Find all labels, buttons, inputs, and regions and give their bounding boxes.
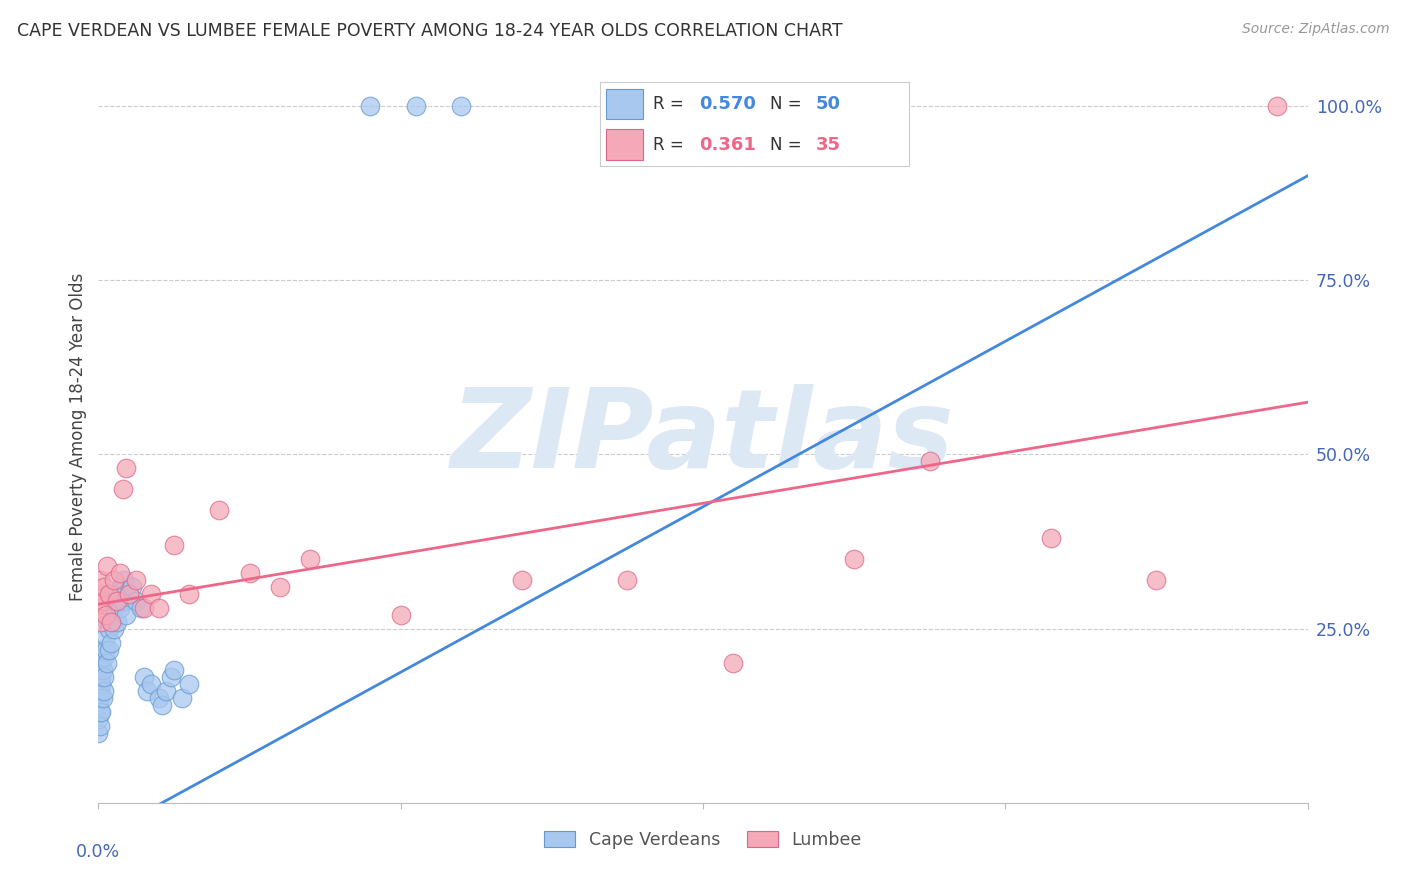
Point: [360, 99, 382, 113]
Point: [118, 587, 141, 601]
Point: [107, 587, 129, 601]
Point: [90, 657, 112, 671]
Point: [90, 670, 112, 684]
Point: [89, 573, 111, 587]
Point: [170, 691, 193, 706]
Point: [510, 573, 533, 587]
Point: [91, 664, 114, 678]
Point: [179, 587, 201, 601]
Point: [160, 670, 183, 684]
Point: [150, 698, 173, 713]
Point: [94, 607, 117, 622]
Point: [89, 705, 111, 719]
Point: [918, 454, 941, 468]
Point: [132, 670, 155, 684]
Point: [112, 573, 135, 587]
Point: [148, 600, 170, 615]
Point: [208, 503, 231, 517]
Point: [148, 691, 170, 706]
Point: [100, 615, 122, 629]
Point: [141, 677, 163, 691]
Point: [101, 615, 124, 629]
Point: [450, 99, 472, 113]
Point: [135, 684, 157, 698]
Point: [125, 573, 148, 587]
Text: 0.0%: 0.0%: [76, 843, 121, 861]
Point: [111, 594, 134, 608]
Point: [89, 691, 111, 706]
Point: [89, 684, 111, 698]
Point: [108, 566, 131, 580]
Point: [129, 600, 152, 615]
Point: [98, 622, 121, 636]
Point: [269, 580, 291, 594]
Point: [98, 642, 121, 657]
Point: [132, 600, 155, 615]
Point: [90, 615, 112, 629]
Point: [1267, 99, 1289, 113]
Point: [1144, 573, 1167, 587]
Point: [104, 594, 127, 608]
Point: [96, 558, 118, 573]
Point: [163, 538, 186, 552]
Point: [89, 587, 111, 601]
Point: [239, 566, 262, 580]
Point: [91, 642, 114, 657]
Point: [114, 461, 136, 475]
Point: [405, 99, 427, 113]
Point: [93, 684, 115, 698]
Legend: Cape Verdeans, Lumbee: Cape Verdeans, Lumbee: [544, 830, 862, 849]
Point: [389, 607, 412, 622]
Point: [93, 670, 115, 684]
Point: [89, 719, 111, 733]
Point: [90, 677, 112, 691]
Text: ZIPatlas: ZIPatlas: [451, 384, 955, 491]
Point: [105, 594, 128, 608]
Point: [98, 587, 121, 601]
Text: Source: ZipAtlas.com: Source: ZipAtlas.com: [1241, 22, 1389, 37]
Y-axis label: Female Poverty Among 18-24 Year Olds: Female Poverty Among 18-24 Year Olds: [69, 273, 87, 601]
Point: [299, 552, 322, 566]
Point: [114, 607, 136, 622]
Point: [105, 615, 128, 629]
Point: [90, 705, 112, 719]
Point: [103, 600, 125, 615]
Point: [125, 594, 148, 608]
Point: [103, 622, 125, 636]
Point: [87, 698, 110, 713]
Point: [844, 552, 866, 566]
Point: [96, 657, 118, 671]
Point: [723, 657, 745, 671]
Point: [87, 726, 110, 740]
Point: [1039, 531, 1062, 545]
Point: [94, 629, 117, 643]
Point: [87, 712, 110, 726]
Text: CAPE VERDEAN VS LUMBEE FEMALE POVERTY AMONG 18-24 YEAR OLDS CORRELATION CHART: CAPE VERDEAN VS LUMBEE FEMALE POVERTY AM…: [17, 22, 842, 40]
Point: [616, 573, 638, 587]
Point: [110, 580, 132, 594]
Point: [100, 635, 122, 649]
Point: [91, 594, 114, 608]
Point: [118, 587, 141, 601]
Point: [91, 691, 114, 706]
Point: [111, 483, 134, 497]
Point: [108, 600, 131, 615]
Point: [103, 573, 125, 587]
Point: [100, 607, 122, 622]
Point: [94, 642, 117, 657]
Point: [141, 587, 163, 601]
Point: [87, 600, 110, 615]
Point: [93, 580, 115, 594]
Point: [96, 615, 118, 629]
Point: [155, 684, 177, 698]
Point: [121, 580, 143, 594]
Point: [93, 649, 115, 664]
Point: [179, 677, 201, 691]
Point: [163, 664, 186, 678]
